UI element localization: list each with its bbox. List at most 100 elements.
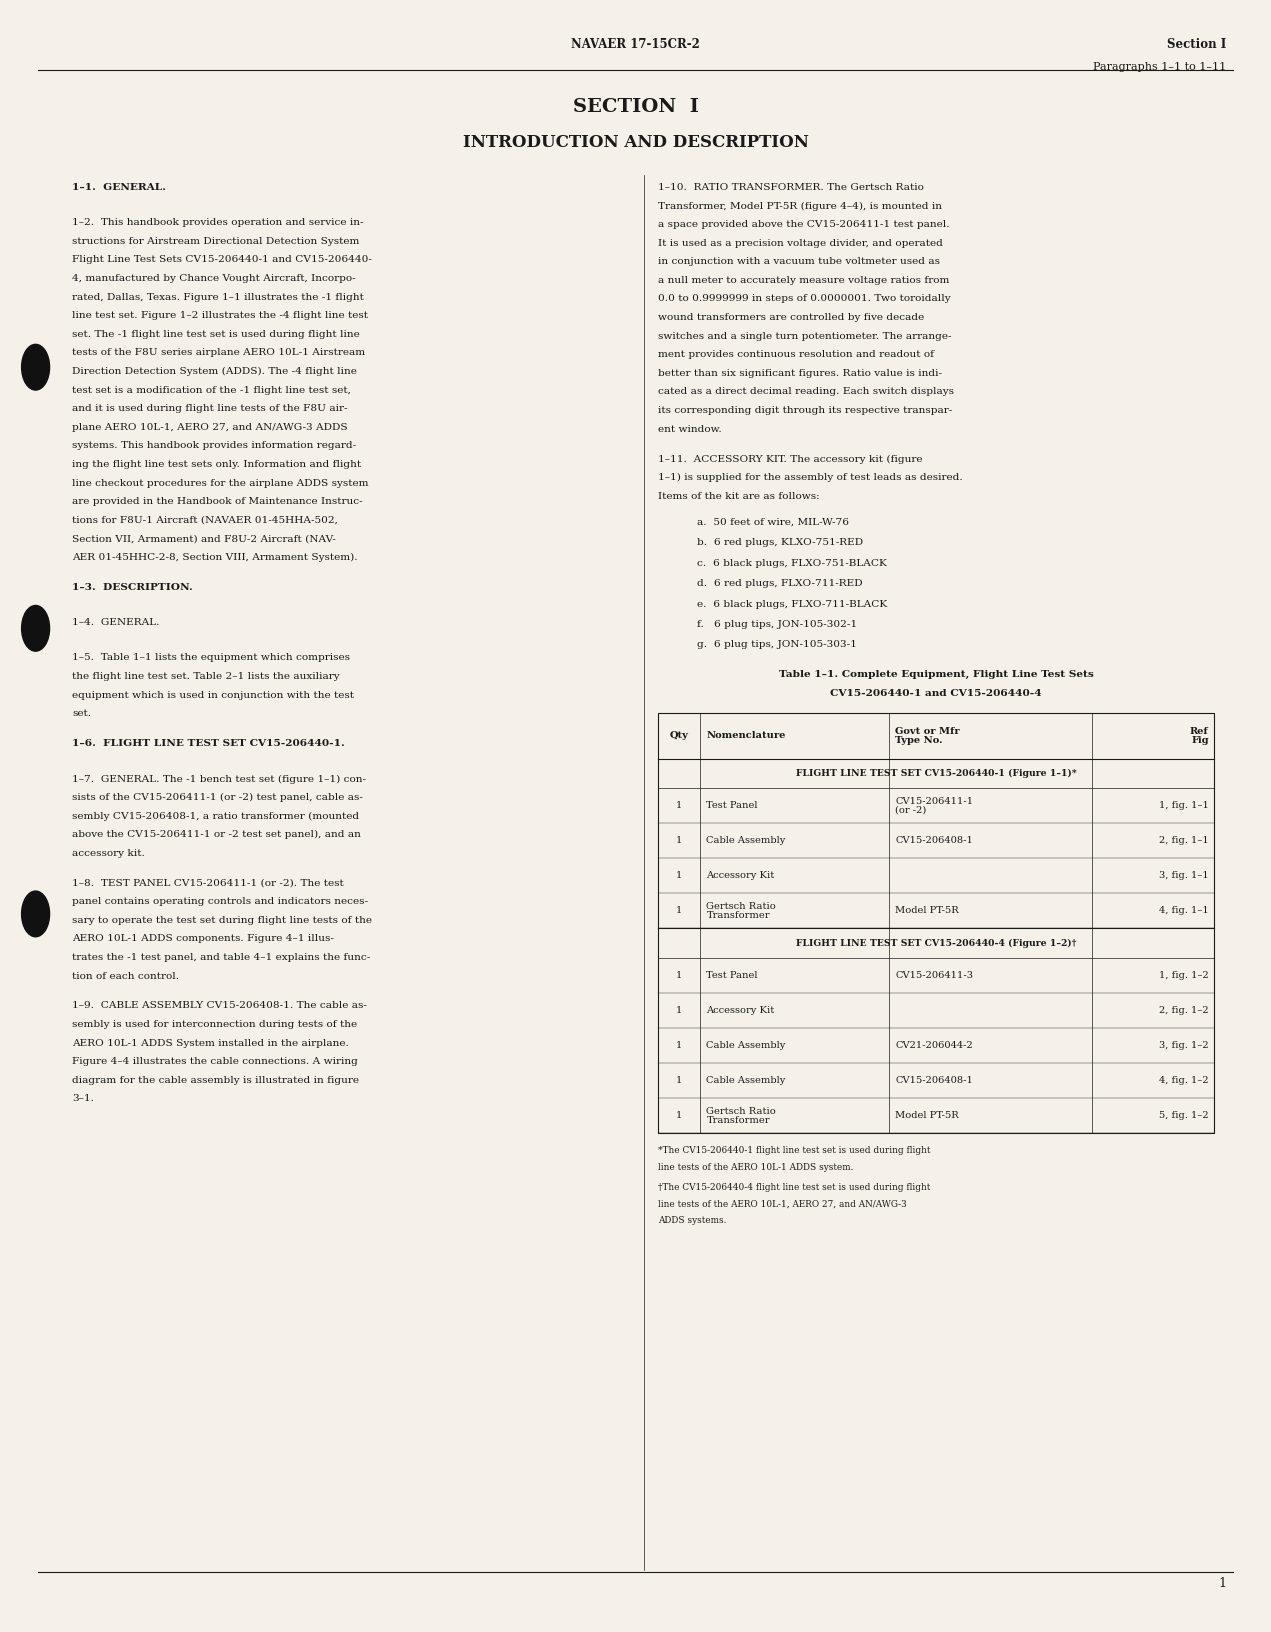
Text: panel contains operating controls and indicators neces-: panel contains operating controls and in… — [72, 898, 369, 906]
Text: CV15-206411-3: CV15-206411-3 — [895, 971, 974, 979]
Text: Type No.: Type No. — [895, 736, 943, 744]
Text: 1–1.  GENERAL.: 1–1. GENERAL. — [72, 183, 167, 193]
Text: 1–2.  This handbook provides operation and service in-: 1–2. This handbook provides operation an… — [72, 219, 364, 227]
Text: 1: 1 — [676, 836, 683, 845]
Text: in conjunction with a vacuum tube voltmeter used as: in conjunction with a vacuum tube voltme… — [658, 258, 941, 266]
Text: Table 1–1. Complete Equipment, Flight Line Test Sets: Table 1–1. Complete Equipment, Flight Li… — [779, 671, 1093, 679]
Text: CV15-206408-1: CV15-206408-1 — [895, 1075, 974, 1085]
Text: cated as a direct decimal reading. Each switch displays: cated as a direct decimal reading. Each … — [658, 387, 955, 397]
Text: 1: 1 — [676, 871, 683, 880]
Text: structions for Airstream Directional Detection System: structions for Airstream Directional Det… — [72, 237, 360, 246]
Text: Qty: Qty — [670, 731, 689, 741]
Text: Direction Detection System (ADDS). The -4 flight line: Direction Detection System (ADDS). The -… — [72, 367, 357, 375]
Text: 2, fig. 1–1: 2, fig. 1–1 — [1159, 836, 1209, 845]
Text: above the CV15-206411-1 or -2 test set panel), and an: above the CV15-206411-1 or -2 test set p… — [72, 831, 361, 839]
Text: wound transformers are controlled by five decade: wound transformers are controlled by fiv… — [658, 313, 924, 322]
Text: NAVAER 17-15CR-2: NAVAER 17-15CR-2 — [571, 38, 700, 51]
Text: better than six significant figures. Ratio value is indi-: better than six significant figures. Rat… — [658, 369, 942, 379]
Text: a null meter to accurately measure voltage ratios from: a null meter to accurately measure volta… — [658, 276, 949, 286]
Text: Model PT-5R: Model PT-5R — [895, 1111, 960, 1120]
Text: 2, fig. 1–2: 2, fig. 1–2 — [1159, 1005, 1209, 1015]
Text: CV15-206411-1: CV15-206411-1 — [895, 796, 974, 806]
Text: equipment which is used in conjunction with the test: equipment which is used in conjunction w… — [72, 690, 355, 700]
Text: 3–1.: 3–1. — [72, 1095, 94, 1103]
Text: and it is used during flight line tests of the F8U air-: and it is used during flight line tests … — [72, 405, 348, 413]
Text: are provided in the Handbook of Maintenance Instruc-: are provided in the Handbook of Maintena… — [72, 498, 364, 506]
Text: CV15-206408-1: CV15-206408-1 — [895, 836, 974, 845]
Text: line checkout procedures for the airplane ADDS system: line checkout procedures for the airplan… — [72, 478, 369, 488]
Text: Transformer: Transformer — [707, 1116, 770, 1124]
Text: accessory kit.: accessory kit. — [72, 849, 145, 858]
Text: 1: 1 — [676, 1111, 683, 1120]
Text: Test Panel: Test Panel — [707, 971, 758, 979]
Text: It is used as a precision voltage divider, and operated: It is used as a precision voltage divide… — [658, 238, 943, 248]
Text: Accessory Kit: Accessory Kit — [707, 871, 774, 880]
Text: 1–10.  RATIO TRANSFORMER. The Gertsch Ratio: 1–10. RATIO TRANSFORMER. The Gertsch Rat… — [658, 183, 924, 193]
Text: Model PT-5R: Model PT-5R — [895, 906, 960, 916]
Text: tion of each control.: tion of each control. — [72, 971, 179, 981]
Text: 1: 1 — [676, 1075, 683, 1085]
Text: Section I: Section I — [1167, 38, 1227, 51]
Text: 1–11.  ACCESSORY KIT. The accessory kit (figure: 1–11. ACCESSORY KIT. The accessory kit (… — [658, 454, 923, 463]
Text: INTRODUCTION AND DESCRIPTION: INTRODUCTION AND DESCRIPTION — [463, 134, 808, 150]
Text: 3, fig. 1–2: 3, fig. 1–2 — [1159, 1041, 1209, 1049]
Ellipse shape — [22, 344, 50, 390]
Text: Ref: Ref — [1190, 726, 1209, 736]
Text: 4, fig. 1–1: 4, fig. 1–1 — [1159, 906, 1209, 916]
Text: Gertsch Ratio: Gertsch Ratio — [707, 1106, 777, 1116]
Text: plane AERO 10L-1, AERO 27, and AN/AWG-3 ADDS: plane AERO 10L-1, AERO 27, and AN/AWG-3 … — [72, 423, 348, 432]
Text: FLIGHT LINE TEST SET CV15-206440-1 (Figure 1–1)*: FLIGHT LINE TEST SET CV15-206440-1 (Figu… — [796, 769, 1077, 778]
Text: *The CV15-206440-1 flight line test set is used during flight: *The CV15-206440-1 flight line test set … — [658, 1146, 930, 1155]
Text: f.   6 plug tips, JON-105-302-1: f. 6 plug tips, JON-105-302-1 — [697, 620, 857, 628]
Text: FLIGHT LINE TEST SET CV15-206440-4 (Figure 1–2)†: FLIGHT LINE TEST SET CV15-206440-4 (Figu… — [796, 938, 1077, 948]
Text: AERO 10L-1 ADDS System installed in the airplane.: AERO 10L-1 ADDS System installed in the … — [72, 1038, 350, 1048]
Text: 1–6.  FLIGHT LINE TEST SET CV15-206440-1.: 1–6. FLIGHT LINE TEST SET CV15-206440-1. — [72, 739, 346, 747]
Text: sembly CV15-206408-1, a ratio transformer (mounted: sembly CV15-206408-1, a ratio transforme… — [72, 811, 360, 821]
Text: CV21-206044-2: CV21-206044-2 — [895, 1041, 974, 1049]
Text: the flight line test set. Table 2–1 lists the auxiliary: the flight line test set. Table 2–1 list… — [72, 672, 341, 681]
Text: e.  6 black plugs, FLXO-711-BLACK: e. 6 black plugs, FLXO-711-BLACK — [697, 599, 887, 609]
Text: Fig: Fig — [1191, 736, 1209, 744]
Text: (or -2): (or -2) — [895, 806, 927, 814]
Text: set.: set. — [72, 710, 92, 718]
Text: 1–5.  Table 1–1 lists the equipment which comprises: 1–5. Table 1–1 lists the equipment which… — [72, 653, 351, 663]
Text: Govt or Mfr: Govt or Mfr — [895, 726, 960, 736]
Text: Cable Assembly: Cable Assembly — [707, 1041, 785, 1049]
Text: 4, manufactured by Chance Vought Aircraft, Incorpo-: 4, manufactured by Chance Vought Aircraf… — [72, 274, 356, 282]
Text: 1: 1 — [676, 801, 683, 809]
Text: Gertsch Ratio: Gertsch Ratio — [707, 902, 777, 911]
Text: a space provided above the CV15-206411-1 test panel.: a space provided above the CV15-206411-1… — [658, 220, 949, 228]
Text: Transformer, Model PT-5R (figure 4–4), is mounted in: Transformer, Model PT-5R (figure 4–4), i… — [658, 201, 942, 211]
Text: Accessory Kit: Accessory Kit — [707, 1005, 774, 1015]
Text: 1: 1 — [676, 1005, 683, 1015]
Text: ment provides continuous resolution and readout of: ment provides continuous resolution and … — [658, 351, 934, 359]
Bar — [658, 713, 1214, 1133]
Text: Figure 4–4 illustrates the cable connections. A wiring: Figure 4–4 illustrates the cable connect… — [72, 1058, 358, 1066]
Text: Test Panel: Test Panel — [707, 801, 758, 809]
Text: 4, fig. 1–2: 4, fig. 1–2 — [1159, 1075, 1209, 1085]
Text: d.  6 red plugs, FLXO-711-RED: d. 6 red plugs, FLXO-711-RED — [697, 579, 862, 588]
Text: 1–9.  CABLE ASSEMBLY CV15-206408-1. The cable as-: 1–9. CABLE ASSEMBLY CV15-206408-1. The c… — [72, 1002, 367, 1010]
Text: 1: 1 — [676, 1041, 683, 1049]
Text: b.  6 red plugs, KLXO-751-RED: b. 6 red plugs, KLXO-751-RED — [697, 539, 863, 547]
Ellipse shape — [22, 605, 50, 651]
Text: sary to operate the test set during flight line tests of the: sary to operate the test set during flig… — [72, 916, 372, 925]
Text: c.  6 black plugs, FLXO-751-BLACK: c. 6 black plugs, FLXO-751-BLACK — [697, 558, 886, 568]
Text: sists of the CV15-206411-1 (or -2) test panel, cable as-: sists of the CV15-206411-1 (or -2) test … — [72, 793, 364, 803]
Text: 1: 1 — [1219, 1577, 1227, 1590]
Text: AERO 10L-1 ADDS components. Figure 4–1 illus-: AERO 10L-1 ADDS components. Figure 4–1 i… — [72, 935, 334, 943]
Text: Paragraphs 1–1 to 1–11: Paragraphs 1–1 to 1–11 — [1093, 62, 1227, 72]
Text: Flight Line Test Sets CV15-206440-1 and CV15-206440-: Flight Line Test Sets CV15-206440-1 and … — [72, 255, 372, 264]
Text: 5, fig. 1–2: 5, fig. 1–2 — [1159, 1111, 1209, 1120]
Text: 1–3.  DESCRIPTION.: 1–3. DESCRIPTION. — [72, 583, 193, 592]
Text: tions for F8U-1 Aircraft (NAVAER 01-45HHA-502,: tions for F8U-1 Aircraft (NAVAER 01-45HH… — [72, 516, 338, 526]
Text: g.  6 plug tips, JON-105-303-1: g. 6 plug tips, JON-105-303-1 — [697, 640, 857, 650]
Text: ent window.: ent window. — [658, 424, 722, 434]
Text: SECTION  I: SECTION I — [572, 98, 699, 116]
Text: Cable Assembly: Cable Assembly — [707, 836, 785, 845]
Text: Items of the kit are as follows:: Items of the kit are as follows: — [658, 491, 820, 501]
Text: 3, fig. 1–1: 3, fig. 1–1 — [1159, 871, 1209, 880]
Text: 1–8.  TEST PANEL CV15-206411-1 (or -2). The test: 1–8. TEST PANEL CV15-206411-1 (or -2). T… — [72, 878, 344, 888]
Text: 1, fig. 1–2: 1, fig. 1–2 — [1159, 971, 1209, 979]
Text: Cable Assembly: Cable Assembly — [707, 1075, 785, 1085]
